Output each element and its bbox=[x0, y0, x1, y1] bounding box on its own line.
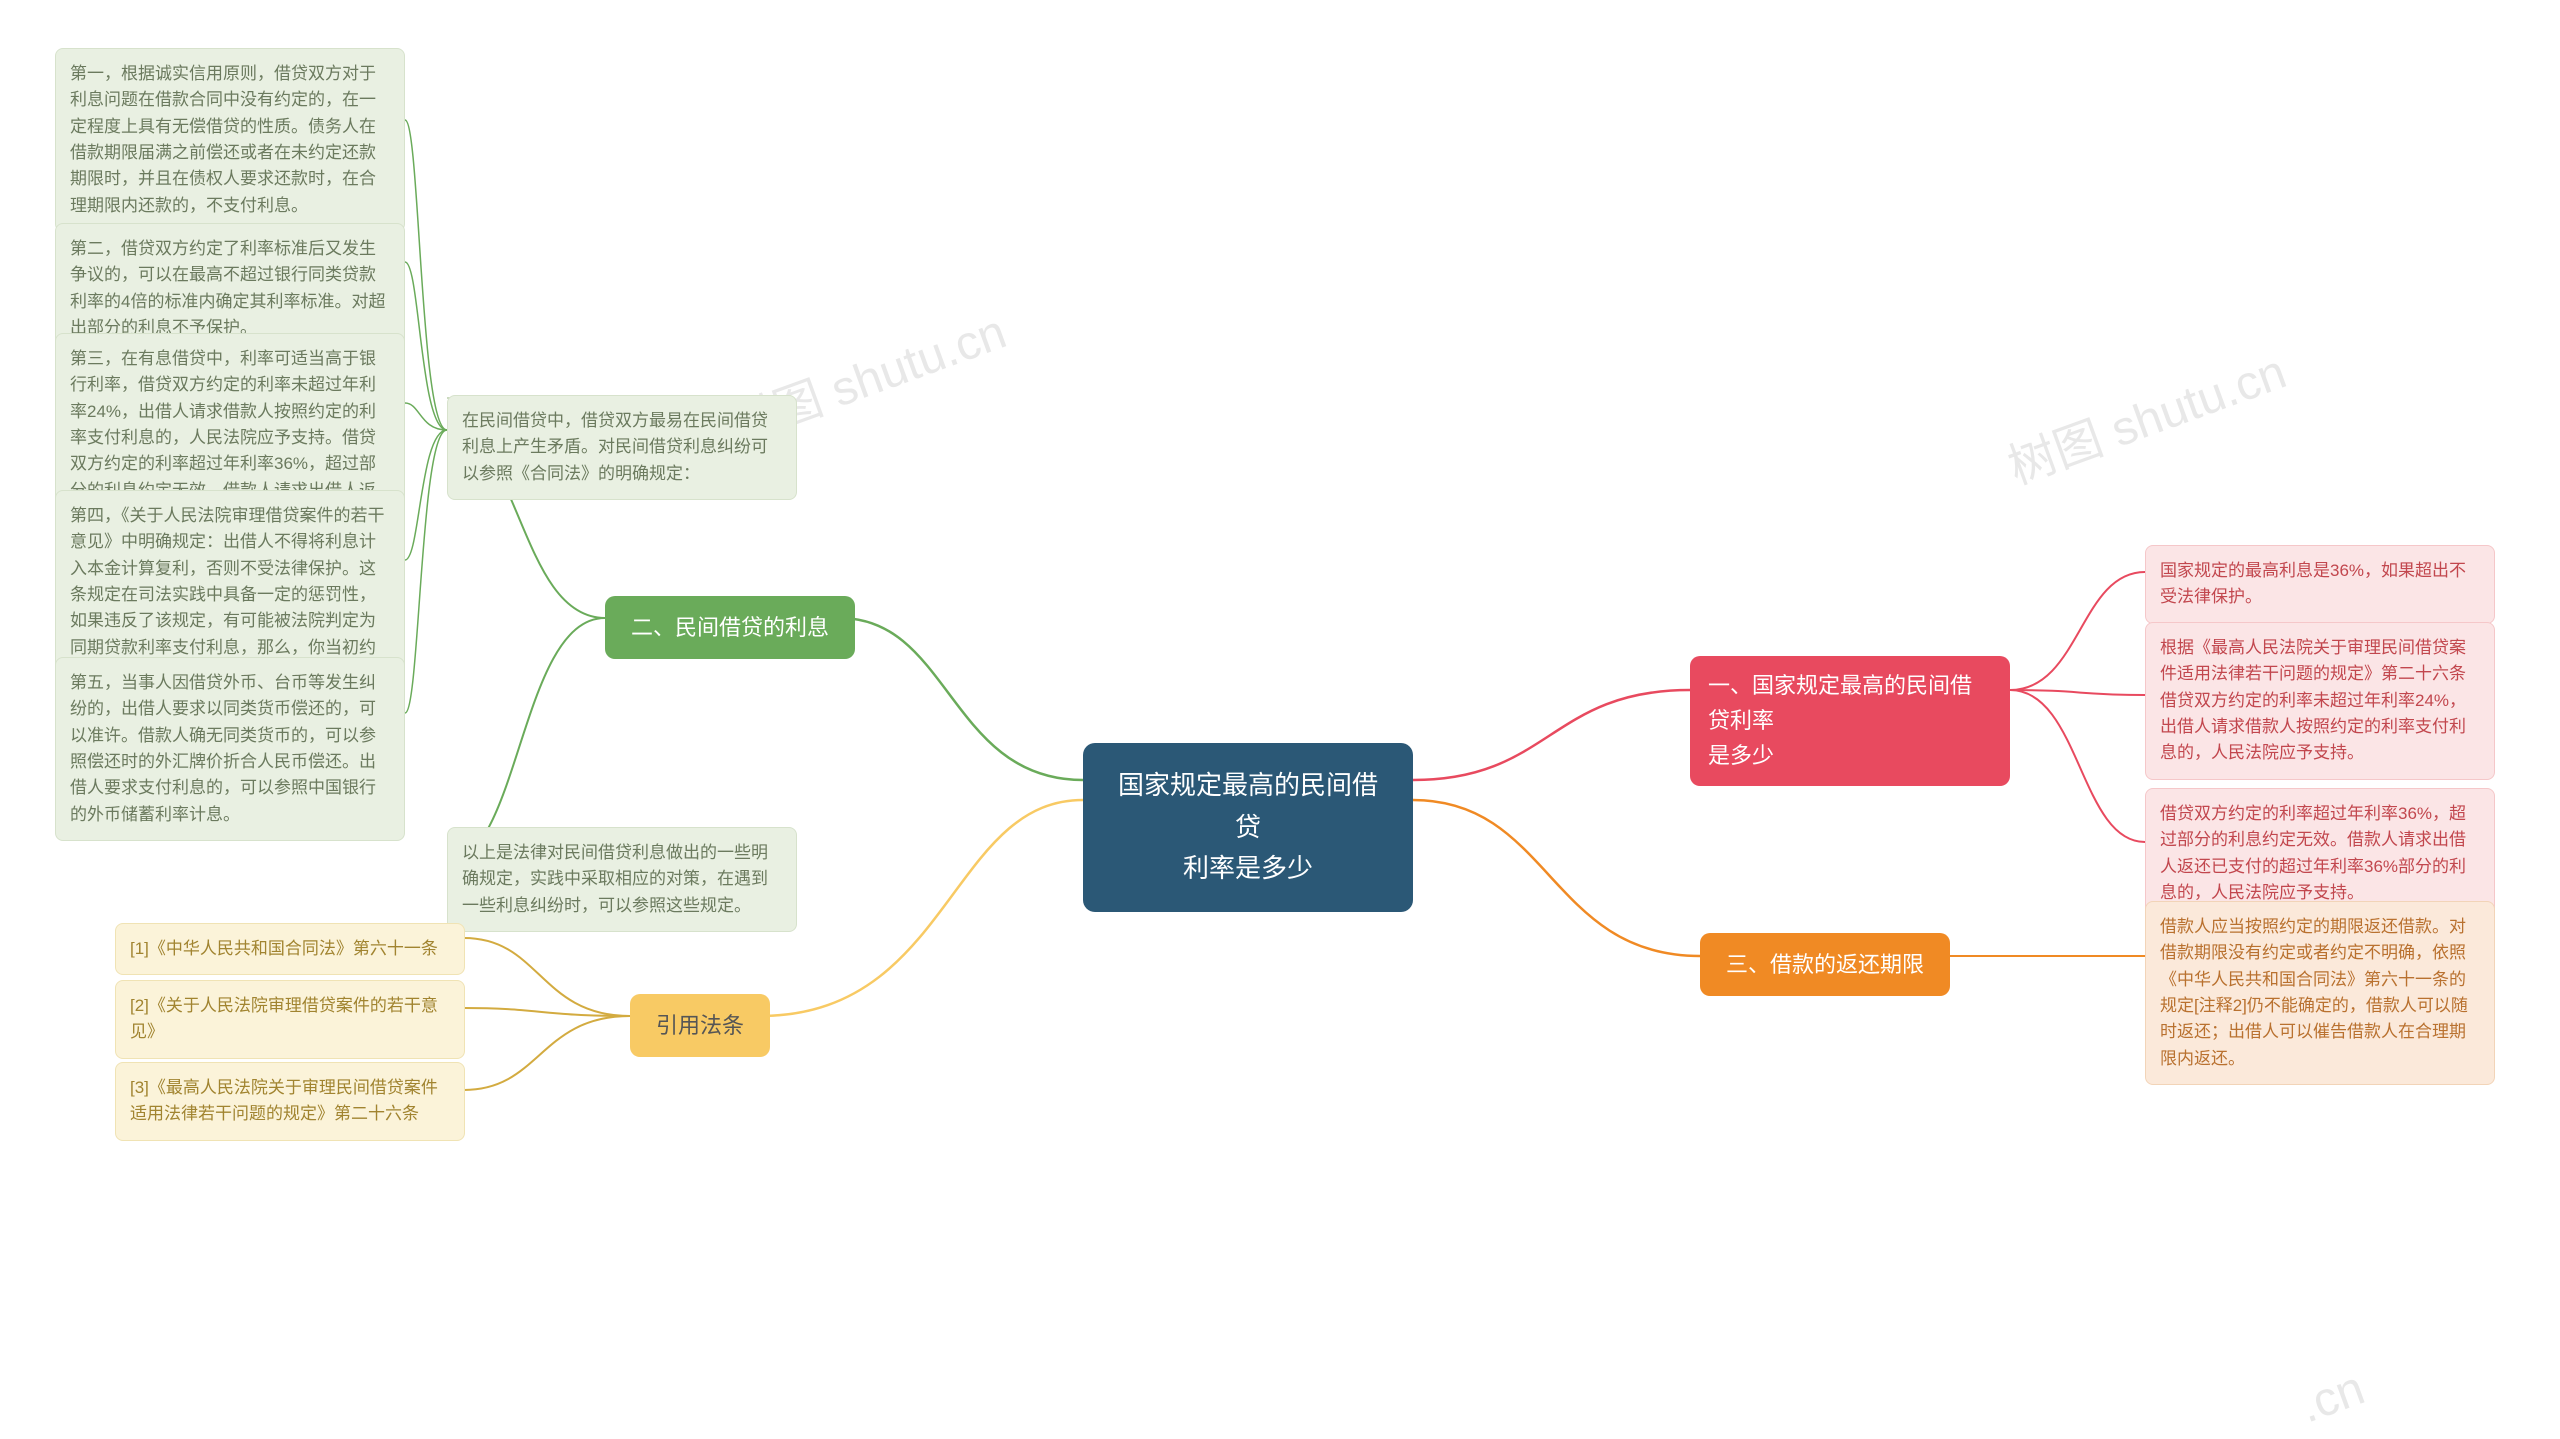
branch-4[interactable]: 引用法条 bbox=[630, 994, 770, 1057]
root-node[interactable]: 国家规定最高的民间借贷 利率是多少 bbox=[1083, 743, 1413, 912]
root-line1: 国家规定最高的民间借贷 bbox=[1113, 765, 1383, 848]
b1-leaf-2[interactable]: 借贷双方约定的利率超过年利率36%，超过部分的利息约定无效。借款人请求出借人返还… bbox=[2145, 788, 2495, 919]
b4-leaf-2[interactable]: [3]《最高人民法院关于审理民间借贷案件适用法律若干问题的规定》第二十六条 bbox=[115, 1062, 465, 1141]
b1-leaf-1[interactable]: 根据《最高人民法院关于审理民间借贷案件适用法律若干问题的规定》第二十六条借贷双方… bbox=[2145, 622, 2495, 780]
watermark: .cn bbox=[2293, 1361, 2372, 1435]
branch-2[interactable]: 二、民间借贷的利息 bbox=[605, 596, 855, 659]
b3-leaf[interactable]: 借款人应当按照约定的期限返还借款。对借款期限没有约定或者约定不明确，依照《中华人… bbox=[2145, 901, 2495, 1085]
branch-1[interactable]: 一、国家规定最高的民间借贷利率 是多少 bbox=[1690, 656, 2010, 786]
root-line2: 利率是多少 bbox=[1113, 848, 1383, 890]
watermark: 树图 shutu.cn bbox=[1997, 332, 2294, 497]
b1-leaf-0[interactable]: 国家规定的最高利息是36%，如果超出不受法律保护。 bbox=[2145, 545, 2495, 624]
branch-3[interactable]: 三、借款的返还期限 bbox=[1700, 933, 1950, 996]
branch-1-l1: 一、国家规定最高的民间借贷利率 bbox=[1708, 668, 1992, 738]
branch-1-l2: 是多少 bbox=[1708, 738, 1992, 773]
b2-leaf-0[interactable]: 第一，根据诚实信用原则，借贷双方对于利息问题在借款合同中没有约定的，在一定程度上… bbox=[55, 48, 405, 232]
b4-leaf-1[interactable]: [2]《关于人民法院审理借贷案件的若干意见》 bbox=[115, 980, 465, 1059]
b2-leaf-4[interactable]: 第五，当事人因借贷外币、台币等发生纠纷的，出借人要求以同类货币偿还的，可以准许。… bbox=[55, 657, 405, 841]
b2-intro[interactable]: 在民间借贷中，借贷双方最易在民间借贷利息上产生矛盾。对民间借贷利息纠纷可以参照《… bbox=[447, 395, 797, 500]
b4-leaf-0[interactable]: [1]《中华人民共和国合同法》第六十一条 bbox=[115, 923, 465, 975]
b2-outro[interactable]: 以上是法律对民间借贷利息做出的一些明确规定，实践中采取相应的对策，在遇到一些利息… bbox=[447, 827, 797, 932]
